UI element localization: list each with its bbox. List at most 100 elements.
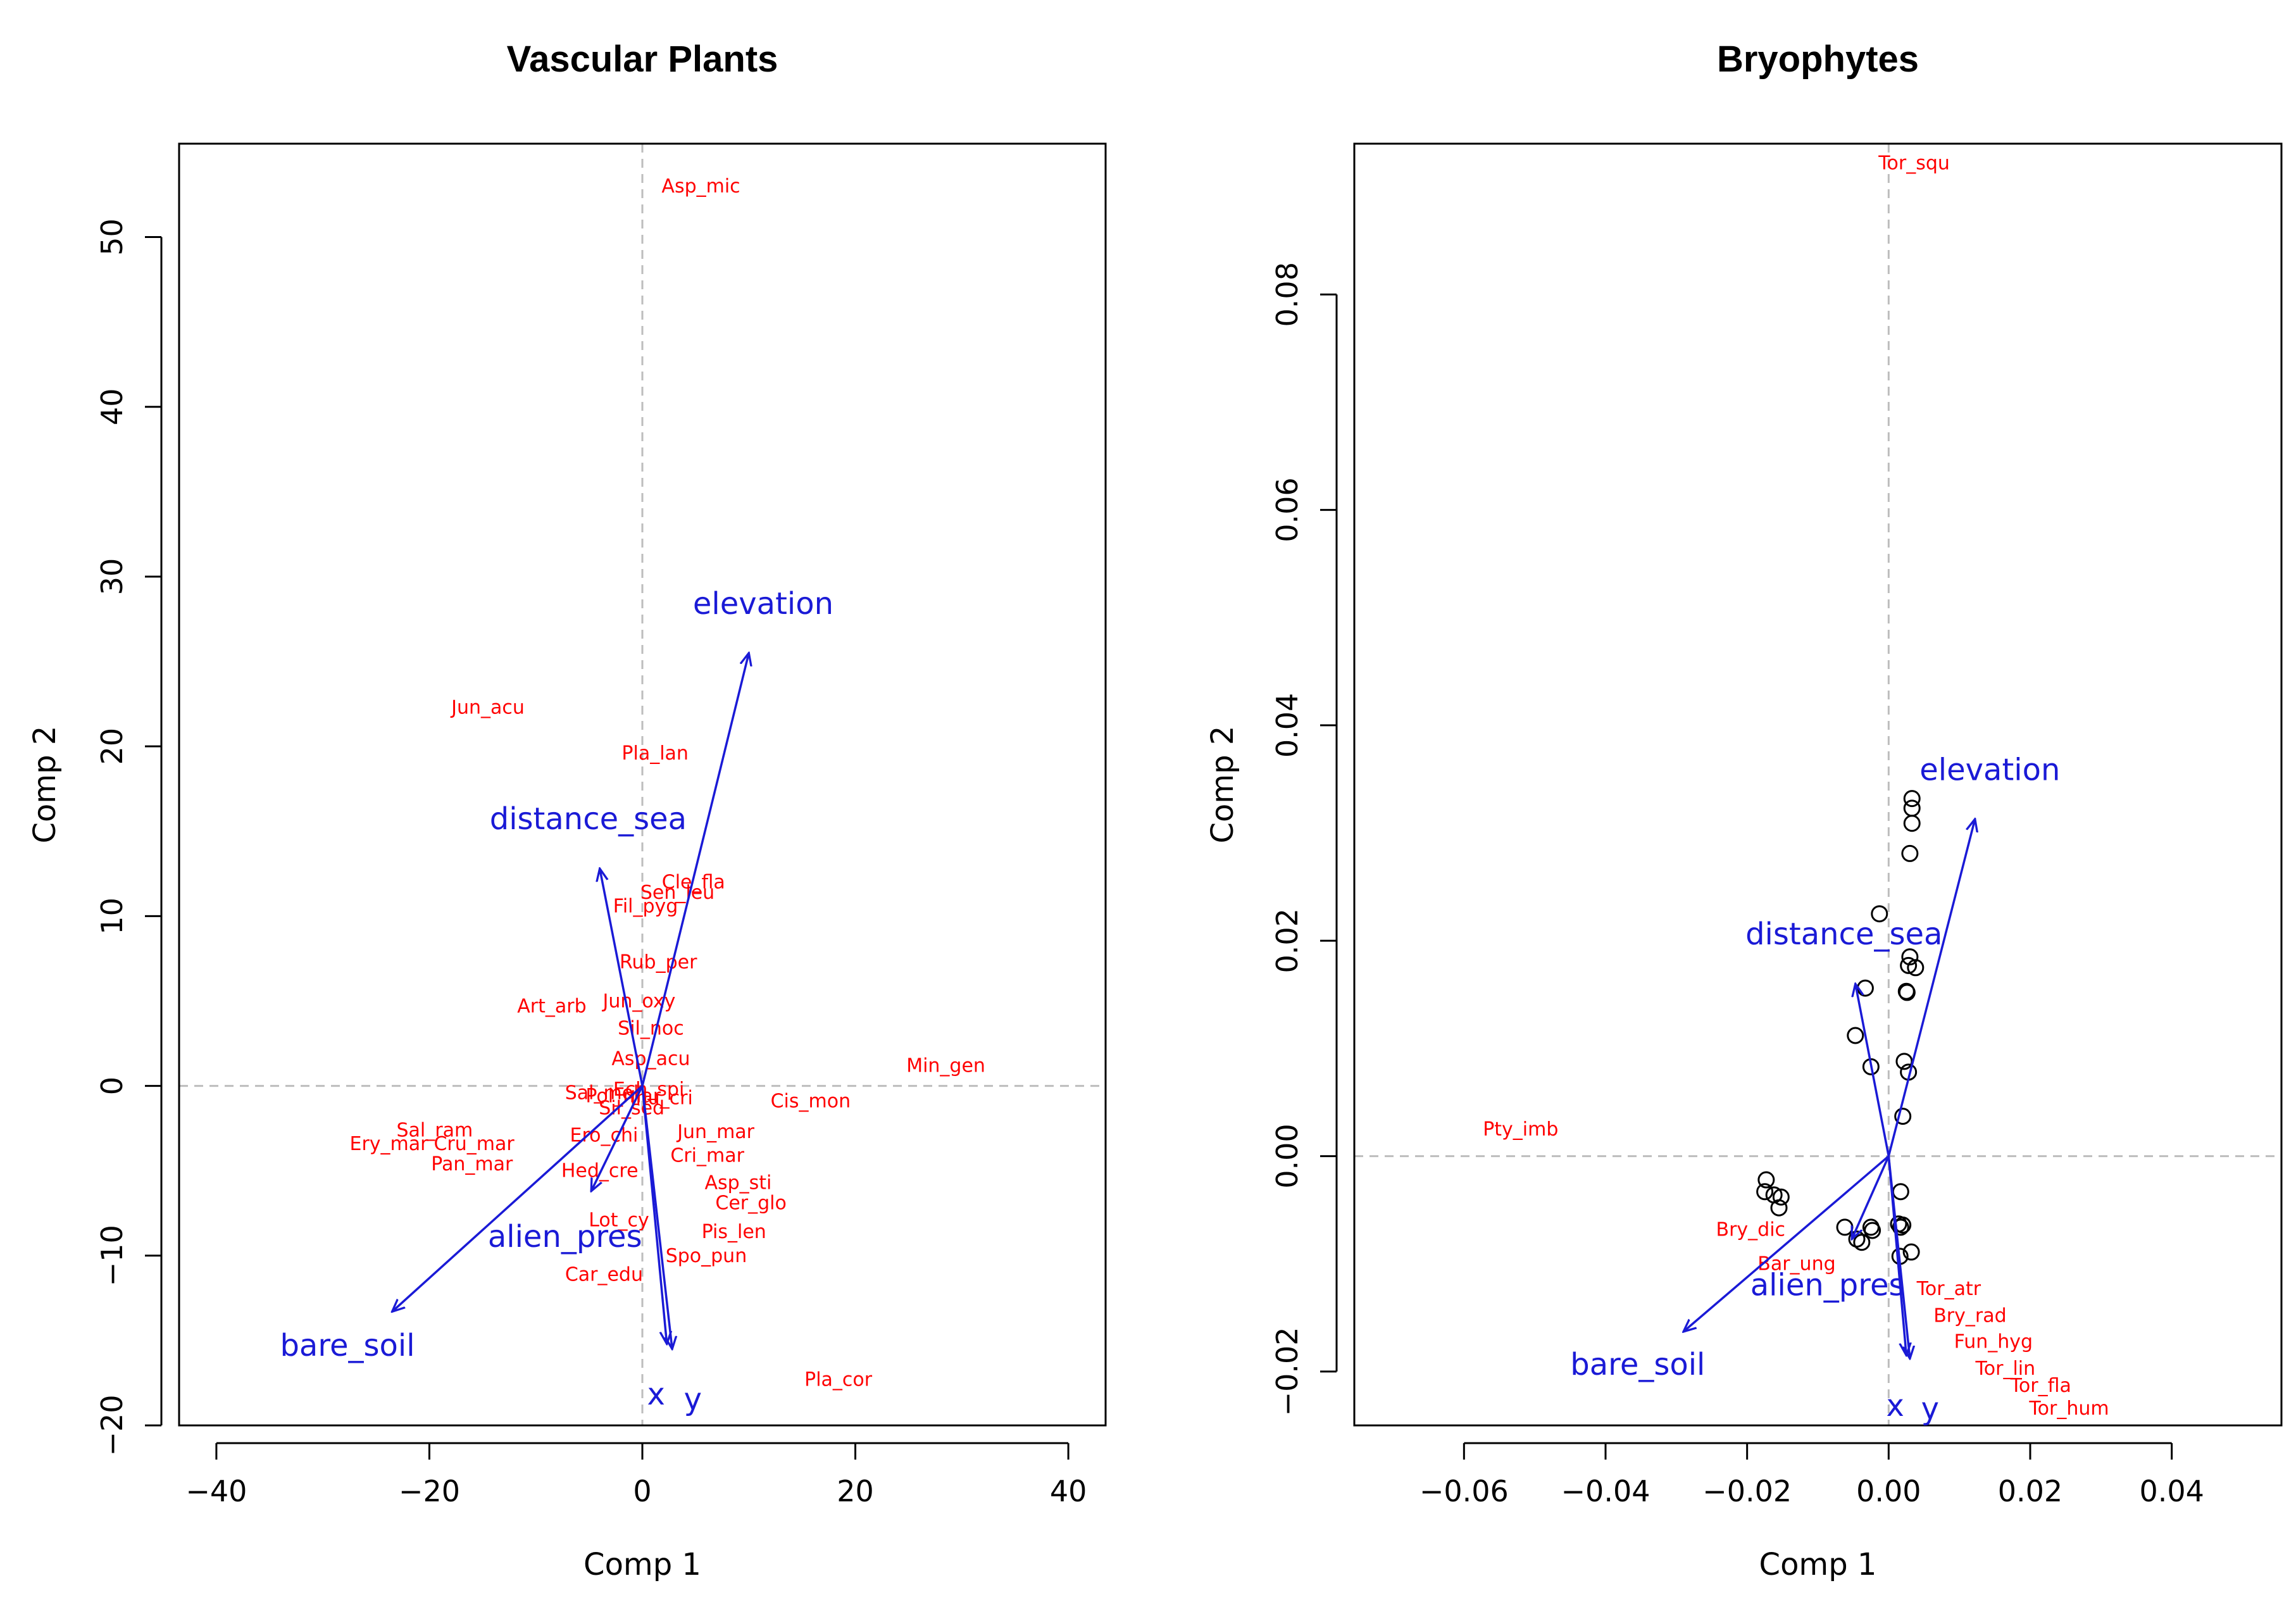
y-tick-label: 50 [95, 218, 129, 256]
site-point [1892, 1218, 1909, 1236]
x-tick-label: 40 [1050, 1474, 1087, 1508]
vector-arrow [591, 1085, 644, 1191]
y-tick-label: 20 [95, 728, 129, 765]
y-tick-label: 0.04 [1270, 693, 1304, 758]
vector-label: bare_soil [280, 1328, 415, 1363]
vector-label: bare_soil [1570, 1347, 1705, 1382]
species-label: Min_gen [906, 1054, 985, 1077]
site-point [1848, 1230, 1866, 1248]
site-point [1756, 1183, 1774, 1201]
y-tick-label: −20 [95, 1394, 129, 1456]
x-tick-label: 0.04 [2139, 1474, 2204, 1508]
species-label: Pty_imb [1483, 1118, 1558, 1141]
y-tick-label: 0.02 [1270, 908, 1304, 973]
vector-arrow [1887, 1156, 1910, 1359]
vector-arrow [641, 653, 749, 1086]
species-label: Jun_acu [450, 696, 525, 718]
vector-label: alien_pres [488, 1219, 642, 1255]
site-point [1772, 1188, 1790, 1206]
site-point [1871, 905, 1888, 923]
vector-arrow [1852, 1155, 1890, 1239]
x-tick-label: −40 [185, 1474, 247, 1508]
site-point [1903, 799, 1921, 817]
species-label: Bry_dic [1716, 1218, 1785, 1241]
y-tick-label: 40 [95, 388, 129, 425]
site-point [1898, 984, 1916, 1001]
vector-arrow [1683, 1155, 1890, 1332]
chart-title: Bryophytes [1717, 39, 1919, 80]
y-tick-label: 0.06 [1270, 477, 1304, 542]
vector-arrow [1856, 984, 1890, 1156]
bryophytes-panel: Bryophytes −0.06 −0.04 −0.02 0.00 0.02 0.04 Com… [1205, 39, 2283, 1582]
species-label: Tor_hum [2028, 1398, 2109, 1420]
vascular-plants-panel: Vascular Plants −40 −20 0 20 40 Comp 1 −20 −10 0 1… [27, 39, 1107, 1582]
vector-arrow [641, 1086, 672, 1349]
x-tick-label: 0.00 [1856, 1474, 1921, 1508]
species-label: Sal_ram [397, 1119, 473, 1141]
x-tick-label: −20 [399, 1474, 460, 1508]
site-point [1757, 1171, 1775, 1189]
vector-label: alien_pres [1750, 1268, 1905, 1303]
species-label: Ero_chi [570, 1124, 639, 1146]
species-label: Fil_pyg [613, 895, 678, 917]
y-tick-label: 30 [95, 558, 129, 596]
species-label: Sil_noc [618, 1017, 684, 1039]
species-label: Spo_pun [666, 1245, 747, 1267]
species-label: Pis_len [702, 1221, 766, 1243]
species-label: Pla_lan [621, 742, 689, 765]
vector-label: x [1886, 1388, 1904, 1424]
species-label: Jun_mar [676, 1121, 754, 1143]
vector-label: distance_sea [1745, 917, 1942, 952]
x-tick-label: −0.06 [1419, 1474, 1509, 1508]
species-label: Tor_lin [1975, 1358, 2036, 1380]
vector-label: x [647, 1377, 664, 1412]
species-label: Rub_per [620, 951, 697, 973]
site-point [1770, 1199, 1788, 1217]
x-tick-label: 0 [633, 1474, 651, 1508]
x-tick-label: −0.04 [1561, 1474, 1650, 1508]
species-label: Cri_mar [670, 1145, 744, 1167]
x-tick-label: 20 [837, 1474, 874, 1508]
vector-label: distance_sea [490, 801, 687, 837]
site-point [1864, 1222, 1881, 1239]
species-label: Tor_squ [1878, 153, 1950, 175]
site-point [1907, 959, 1925, 977]
species-label: Cru_mar [434, 1133, 515, 1155]
species-label: Cis_mon [771, 1091, 851, 1113]
vector-arrow [600, 868, 644, 1086]
y-tick-label: 0 [95, 1077, 129, 1095]
species-label: Pla_cor [804, 1369, 873, 1391]
site-point [1901, 948, 1919, 966]
species-label: Art_arb [517, 996, 586, 1018]
site-point [1894, 1108, 1912, 1125]
site-point [1901, 844, 1919, 862]
species-label: Lot_cy [589, 1209, 649, 1231]
vector-arrow [392, 1085, 644, 1312]
vector-label: elevation [1919, 752, 2060, 787]
site-point [1903, 815, 1921, 832]
y-tick-label: 10 [95, 898, 129, 935]
chart-title: Vascular Plants [507, 39, 778, 80]
site-point [1856, 979, 1874, 997]
species-label: Asp_mic [661, 175, 740, 197]
y-tick-label: −0.02 [1270, 1327, 1304, 1416]
site-point [1900, 956, 1918, 974]
species-label: Ech_spi [613, 1079, 684, 1101]
species-label: Ery_mar [350, 1133, 429, 1155]
y-tick-label: −10 [95, 1225, 129, 1286]
site-point [1892, 1183, 1909, 1201]
species-label: Cer_glo [715, 1192, 786, 1215]
vector-label: y [684, 1382, 702, 1417]
site-point [1836, 1218, 1854, 1236]
y-axis-label: Comp 2 [1205, 726, 1240, 844]
site-point [1847, 1027, 1864, 1044]
vector-label: elevation [693, 586, 833, 622]
x-tick-label: −0.02 [1702, 1474, 1792, 1508]
x-axis-label: Comp 1 [583, 1547, 701, 1582]
species-label: Car_edu [565, 1263, 643, 1286]
y-axis-label: Comp 2 [27, 726, 63, 844]
y-tick-label: 0.00 [1270, 1123, 1304, 1188]
species-label: Tor_atr [1916, 1278, 1981, 1300]
y-tick-label: 0.08 [1270, 262, 1304, 327]
